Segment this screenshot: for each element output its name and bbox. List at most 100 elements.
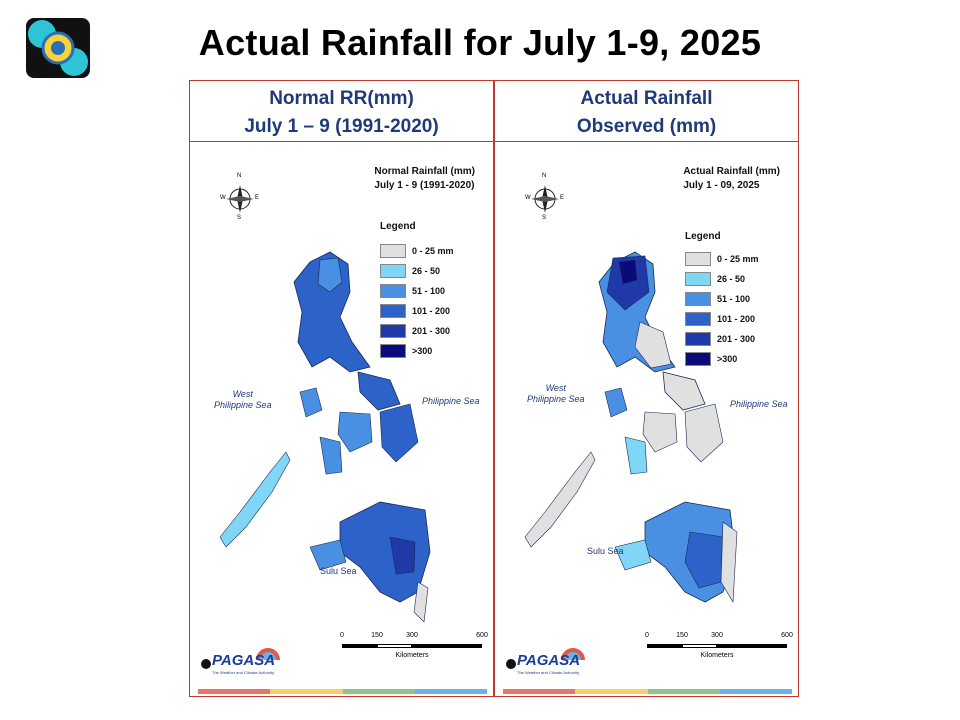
sea-label-east: Philippine Sea	[422, 396, 480, 406]
legend-label: 26 - 50	[412, 265, 441, 276]
map-title-line2: July 1 - 9 (1991-2020)	[374, 180, 475, 191]
pagasa-brand: PAGASA The Weather and Climate Authority	[200, 644, 280, 680]
legend-swatch	[685, 351, 711, 366]
compass-e: E	[560, 195, 565, 201]
legend-swatch	[380, 323, 406, 338]
compass-s: S	[542, 215, 547, 221]
legend-item: >300	[685, 351, 737, 366]
sea-label-sulu: Sulu Sea	[587, 546, 624, 556]
scale-tick: 300	[711, 632, 723, 639]
compass-s: S	[237, 215, 242, 221]
philippines-actual-map	[524, 251, 738, 603]
legend-swatch	[380, 283, 406, 298]
legend-label: 201 - 300	[412, 325, 451, 336]
legend-item: >300	[380, 343, 432, 358]
pagasa-tagline: The Weather and Climate Authority	[517, 670, 580, 675]
legend-title: Legend	[685, 231, 721, 242]
legend-label: 51 - 100	[717, 293, 751, 304]
scale-tick: 150	[371, 632, 383, 639]
scale-tick: 600	[781, 632, 793, 639]
sea-label-sulu: Sulu Sea	[320, 566, 357, 576]
map-title: Actual Rainfall (mm) July 1 - 09, 2025	[683, 165, 780, 193]
scale-unit: Kilometers	[395, 652, 429, 659]
legend-swatch	[685, 331, 711, 346]
compass-n: N	[542, 173, 547, 179]
scale-bar: 0 150 300 600 Kilometers	[340, 632, 488, 666]
legend-item: 26 - 50	[685, 271, 745, 286]
legend-item: 51 - 100	[380, 283, 445, 298]
scale-tick: 150	[676, 632, 688, 639]
compass-n: N	[237, 173, 242, 179]
legend-swatch	[380, 263, 406, 278]
scale-tick: 600	[476, 632, 488, 639]
sea-label-west: West Philippine Sea	[214, 389, 272, 410]
legend-title: Legend	[380, 221, 416, 232]
legend-item: 201 - 300	[380, 323, 450, 338]
legend-label: 201 - 300	[717, 333, 756, 344]
page-title: Actual Rainfall for July 1-9, 2025	[198, 22, 762, 63]
scale-bar: 0 150 300 600 Kilometers	[645, 632, 793, 666]
panel-header-line2: July 1 – 9 (1991-2020)	[244, 116, 439, 137]
scale-tick: 0	[645, 632, 649, 639]
map-title-line2: July 1 - 09, 2025	[683, 180, 760, 191]
legend-item: 0 - 25 mm	[380, 243, 454, 258]
panel-header-line1: Normal RR(mm)	[269, 88, 414, 109]
legend-label: >300	[412, 345, 433, 356]
strip-segment	[647, 689, 720, 694]
panel-header: Normal RR(mm) July 1 – 9 (1991-2020)	[190, 81, 493, 142]
strip-segment	[575, 689, 648, 694]
panel-header-line2: Observed (mm)	[576, 116, 717, 137]
pagasa-tagline: The Weather and Climate Authority	[212, 670, 275, 675]
compass-e: E	[255, 195, 260, 201]
sea-label-east: Philippine Sea	[730, 399, 788, 409]
legend-item: 0 - 25 mm	[685, 251, 759, 266]
sea-label-west: West Philippine Sea	[527, 383, 585, 404]
legend-swatch	[380, 343, 406, 358]
legend-item: 26 - 50	[380, 263, 440, 278]
strip-segment	[503, 689, 576, 694]
scale-unit: Kilometers	[700, 652, 734, 659]
panel-header: Actual Rainfall Observed (mm)	[495, 81, 798, 142]
strip-segment	[198, 689, 271, 694]
legend-swatch	[685, 291, 711, 306]
legend-label: 101 - 200	[412, 305, 451, 316]
scale-tick: 300	[406, 632, 418, 639]
normal-rainfall-panel: Normal RR(mm) July 1 – 9 (1991-2020) N S…	[189, 80, 494, 697]
strip-segment	[342, 689, 415, 694]
legend-swatch	[685, 271, 711, 286]
legend-label: 0 - 25 mm	[412, 245, 454, 256]
legend-item: 101 - 200	[380, 303, 450, 318]
philippines-normal-map	[219, 251, 431, 623]
legend-label: 26 - 50	[717, 273, 746, 284]
legend-swatch	[685, 251, 711, 266]
strip-segment	[414, 689, 487, 694]
legend-label: 0 - 25 mm	[717, 253, 759, 264]
map-title-line1: Normal Rainfall (mm)	[374, 166, 475, 177]
strip-segment	[719, 689, 792, 694]
legend-label: >300	[717, 353, 738, 364]
map-title-line1: Actual Rainfall (mm)	[683, 166, 780, 177]
legend-swatch	[685, 311, 711, 326]
scale-tick: 0	[340, 632, 344, 639]
compass-w: W	[525, 195, 531, 201]
pagasa-wordmark: PAGASA	[212, 652, 276, 669]
legend-label: 51 - 100	[412, 285, 446, 296]
panel-header-line1: Actual Rainfall	[580, 88, 713, 109]
legend-swatch	[380, 303, 406, 318]
pagasa-logo	[24, 16, 92, 80]
legend-item: 51 - 100	[685, 291, 750, 306]
strip-segment	[270, 689, 343, 694]
compass-w: W	[220, 195, 226, 201]
compass-rose-icon: N S W E	[220, 173, 260, 221]
legend-swatch	[380, 243, 406, 258]
color-strip	[198, 689, 487, 694]
map-title: Normal Rainfall (mm) July 1 - 9 (1991-20…	[374, 165, 475, 193]
pagasa-wordmark: PAGASA	[517, 652, 581, 669]
legend-item: 201 - 300	[685, 331, 755, 346]
legend-label: 101 - 200	[717, 313, 756, 324]
pagasa-brand: PAGASA The Weather and Climate Authority	[505, 644, 585, 680]
color-strip	[503, 689, 792, 694]
actual-rainfall-panel: Actual Rainfall Observed (mm) N S W E Ac…	[494, 80, 799, 697]
legend-item: 101 - 200	[685, 311, 755, 326]
compass-rose-icon: N S W E	[525, 173, 565, 221]
